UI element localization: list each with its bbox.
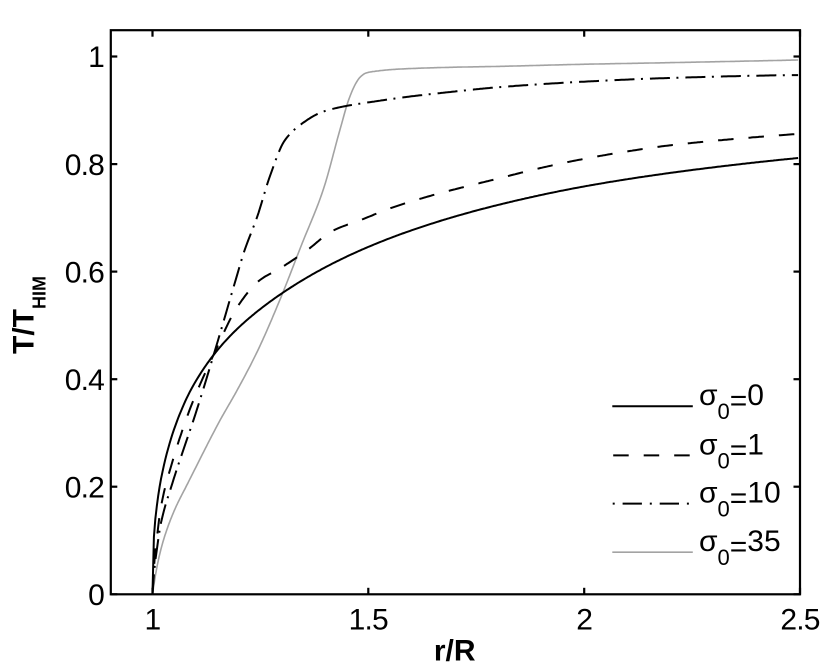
svg-text:0: 0 xyxy=(88,579,104,612)
svg-text:σ0=10: σ0=10 xyxy=(699,477,781,522)
svg-text:2.5: 2.5 xyxy=(780,604,819,637)
svg-text:σ0=35: σ0=35 xyxy=(699,525,781,570)
svg-text:r/R: r/R xyxy=(434,635,476,668)
svg-text:0.8: 0.8 xyxy=(65,149,104,182)
svg-text:1: 1 xyxy=(145,604,161,637)
svg-text:σ0=0: σ0=0 xyxy=(699,379,764,424)
svg-text:σ0=1: σ0=1 xyxy=(699,428,764,473)
svg-text:0.6: 0.6 xyxy=(65,256,104,289)
svg-text:0.2: 0.2 xyxy=(65,471,104,504)
svg-text:T/THIM: T/THIM xyxy=(8,276,50,354)
svg-text:0.4: 0.4 xyxy=(65,364,104,397)
svg-text:1.5: 1.5 xyxy=(349,604,388,637)
svg-text:1: 1 xyxy=(88,41,104,74)
svg-text:2: 2 xyxy=(576,604,592,637)
